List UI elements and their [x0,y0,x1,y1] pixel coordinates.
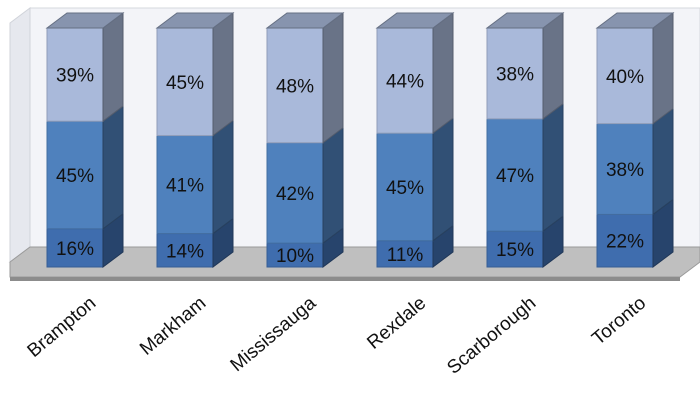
bar-segment-side [652,107,674,216]
bar-segment-side [212,12,234,137]
data-label: 44% [386,72,424,93]
bar-top [265,12,345,29]
data-label: 15% [496,240,534,261]
side-wall-panel [9,7,31,263]
bar-segment-side [102,12,124,123]
bar-top [485,12,565,29]
data-label: 41% [166,176,204,197]
bar-column: 15% 47% 38% [485,12,565,268]
data-label: 40% [606,67,644,88]
bar-segment [376,132,434,242]
bars-group: 16% 45% 39% 14% 41% 45% 10% 42% 48% 11% 45% 44% 15% 4… [45,12,675,268]
data-label: 14% [166,241,204,262]
bar-top [595,12,675,29]
category-label: Scarborough [443,293,540,379]
data-label: 45% [56,166,94,187]
category-label: Markham [136,293,210,360]
category-label: Mississauga [227,292,321,376]
data-label: 42% [276,184,314,205]
floor-edge [10,277,680,281]
bar-column: 22% 38% 40% [595,12,675,268]
data-label: 38% [496,64,534,85]
bar-segment [156,27,214,137]
data-label: 47% [496,166,534,187]
category-label: Brampton [24,293,101,362]
bar-column: 11% 45% 44% [375,12,455,268]
bar-top [155,12,235,29]
category-label: Toronto [588,293,650,350]
bar-segment-side [102,105,124,230]
bar-column: 16% 45% 39% [45,12,125,268]
data-label: 45% [386,178,424,199]
data-label: 11% [387,245,424,266]
bar-segment [376,240,434,268]
bar-segment-side [652,12,674,125]
data-label: 16% [56,239,94,260]
bar-segment [266,27,324,144]
bar-segment-side [432,12,454,135]
bar-segment [596,213,654,268]
bar-segment [156,233,214,268]
category-label: Rexdale [363,293,430,354]
category-labels: Brampton Markham Mississauga Rexdale Scarbor… [24,292,651,378]
bar-segment [46,228,104,268]
bar-segment [596,123,654,215]
bar-segment-side [322,12,344,144]
bar-segment-side [542,12,564,120]
bar-column: 10% 42% 48% [265,12,345,268]
data-label: 38% [606,160,644,181]
bar-segment [486,230,544,268]
bar-segment-side [432,117,454,242]
data-label: 39% [56,66,94,87]
data-label: 45% [166,73,204,94]
bar-top [45,12,125,29]
bar-top [375,12,455,29]
data-label: 48% [276,76,314,97]
bar-segment-side [542,102,564,233]
data-label: 22% [606,232,644,253]
bar-segment-side [322,126,344,245]
bar-segment-side [212,119,234,235]
bar-column: 14% 41% 45% [155,12,235,268]
data-label: 10% [276,246,314,267]
